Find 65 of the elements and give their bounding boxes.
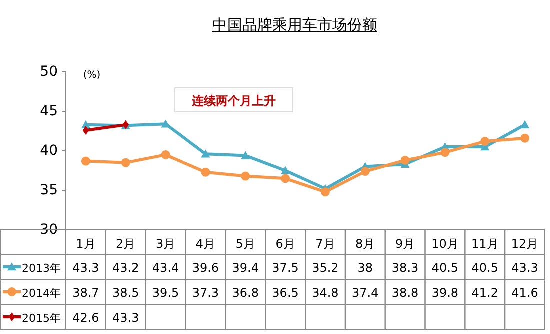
x-tick-label: 11月 [471, 237, 499, 251]
data-label: 38.3 [392, 261, 419, 275]
x-tick-label: 4月 [196, 237, 216, 251]
x-tick-label: 12月 [511, 237, 539, 251]
x-tick-label: 3月 [156, 237, 176, 251]
data-label: 43.2 [112, 261, 140, 275]
data-label: 43.4 [152, 261, 180, 275]
data-label: 35.2 [312, 261, 339, 275]
x-tick-label: 6月 [276, 237, 296, 251]
point [121, 158, 130, 168]
data-label: 43.3 [72, 261, 100, 275]
x-tick-label: 8月 [356, 237, 376, 251]
x-tick-label: 10月 [432, 237, 459, 251]
point [320, 188, 330, 197]
point [281, 166, 290, 174]
point [201, 150, 210, 158]
data-label: 40.5 [472, 261, 498, 275]
legend-label: 2015年 [22, 312, 61, 325]
data-label: 41.2 [472, 286, 498, 300]
point [81, 156, 90, 166]
x-tick-label: 1月 [76, 237, 96, 251]
legend-label: 2013年 [22, 262, 61, 275]
y-tick-label: 35 [40, 182, 58, 198]
y-tick-label: 45 [40, 104, 58, 120]
legend-label: 2014年 [22, 287, 61, 300]
data-label: 36.5 [272, 286, 299, 300]
point [241, 151, 250, 160]
data-label: 43.3 [512, 261, 538, 275]
data-label: 38.7 [72, 286, 100, 300]
point [201, 168, 210, 177]
y-tick-label: 50 [40, 64, 58, 80]
x-tick-label: 5月 [236, 237, 256, 251]
data-label: 37.4 [352, 286, 379, 300]
data-label: 39.6 [192, 261, 220, 275]
data-label: 37.3 [192, 286, 220, 300]
data-label: 39.4 [232, 261, 259, 275]
point [520, 134, 530, 143]
y-tick-label: 40 [40, 143, 58, 159]
data-label: 42.6 [72, 311, 100, 325]
chart-title: 中国品牌乘用车市场份额 [212, 16, 378, 34]
point [161, 150, 170, 160]
data-label: 39.5 [152, 286, 180, 300]
data-label: 38.8 [392, 286, 419, 300]
point [281, 174, 290, 184]
data-label: 36.8 [232, 286, 259, 300]
x-tick-label: 7月 [316, 237, 336, 251]
point [400, 156, 410, 165]
data-label: 40.5 [432, 261, 459, 275]
data-label: 38 [358, 261, 374, 275]
point [241, 172, 250, 181]
y-axis-title: (%) [83, 70, 101, 81]
x-tick-label: 2月 [116, 237, 136, 251]
annotation: 连续两个月上升 [191, 94, 276, 108]
point [520, 120, 530, 129]
data-label: 38.5 [112, 286, 140, 300]
point [480, 137, 490, 146]
data-label: 39.8 [432, 286, 459, 300]
data-label: 37.5 [272, 261, 299, 275]
x-tick-label: 9月 [395, 237, 416, 251]
data-label: 34.8 [312, 286, 339, 300]
point [440, 148, 450, 158]
data-label: 41.6 [512, 286, 538, 300]
point [360, 167, 370, 176]
data-label: 43.3 [112, 311, 140, 325]
point [82, 126, 90, 135]
